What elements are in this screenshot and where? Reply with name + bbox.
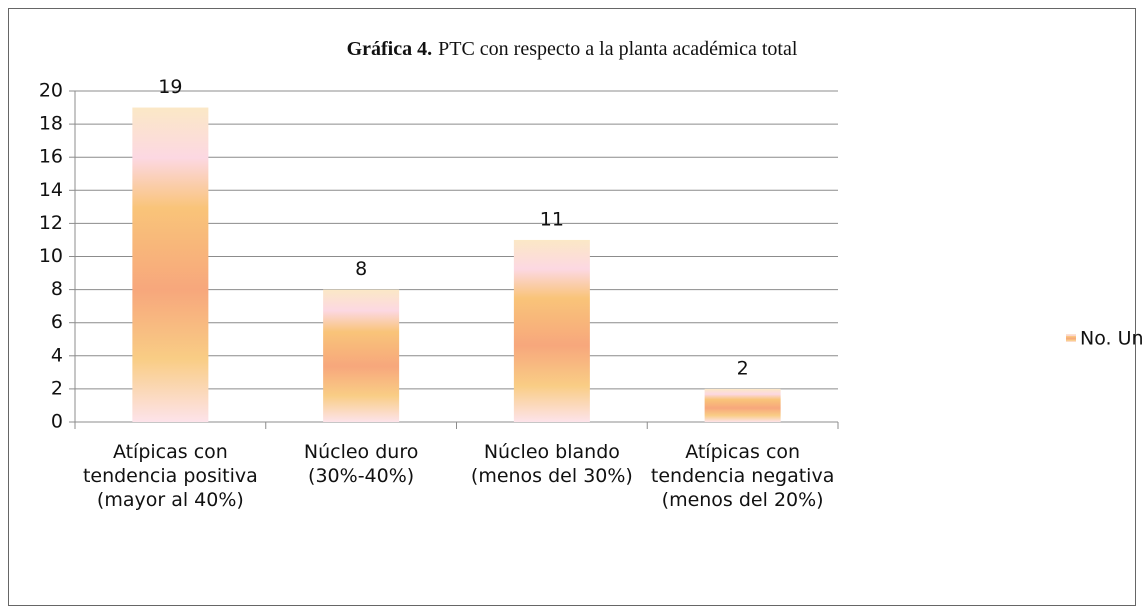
y-tick-label: 4 [51, 344, 63, 366]
y-tick-label: 14 [39, 179, 63, 201]
title-text: PTC con respecto a la planta académica t… [438, 38, 798, 60]
y-tick-label: 6 [51, 311, 63, 333]
y-tick-label: 2 [51, 377, 63, 399]
y-tick-label: 0 [51, 411, 63, 433]
bar [323, 289, 400, 422]
data-label: 8 [355, 258, 367, 280]
x-tick-label: Núcleo duro (30%-40%) [303, 441, 419, 487]
y-tick-label: 16 [39, 146, 63, 168]
chart-title: Gráfica 4. PTC con respecto a la planta a… [347, 38, 798, 60]
x-tick-label: Núcleo blando (menos del 30%) [470, 441, 633, 487]
x-tick-label: Atípicas con tendencia positiva (mayor a… [82, 441, 258, 511]
y-tick-label: 10 [39, 245, 63, 267]
figure-label: Gráfica 4. [347, 38, 433, 60]
x-tick-label: Atípicas con tendencia negativa (menos d… [650, 441, 835, 511]
y-tick-label: 8 [51, 278, 63, 300]
data-label: 2 [737, 357, 749, 379]
bar [704, 388, 781, 422]
legend-label: No. Universiidades [1080, 328, 1144, 350]
data-label: 19 [158, 76, 182, 98]
bar [513, 239, 590, 422]
legend-swatch [1066, 334, 1076, 342]
y-tick-label: 20 [39, 80, 63, 102]
bar [132, 107, 209, 423]
y-tick-label: 12 [39, 212, 63, 234]
data-label: 11 [540, 208, 564, 230]
y-tick-label: 18 [39, 113, 63, 135]
